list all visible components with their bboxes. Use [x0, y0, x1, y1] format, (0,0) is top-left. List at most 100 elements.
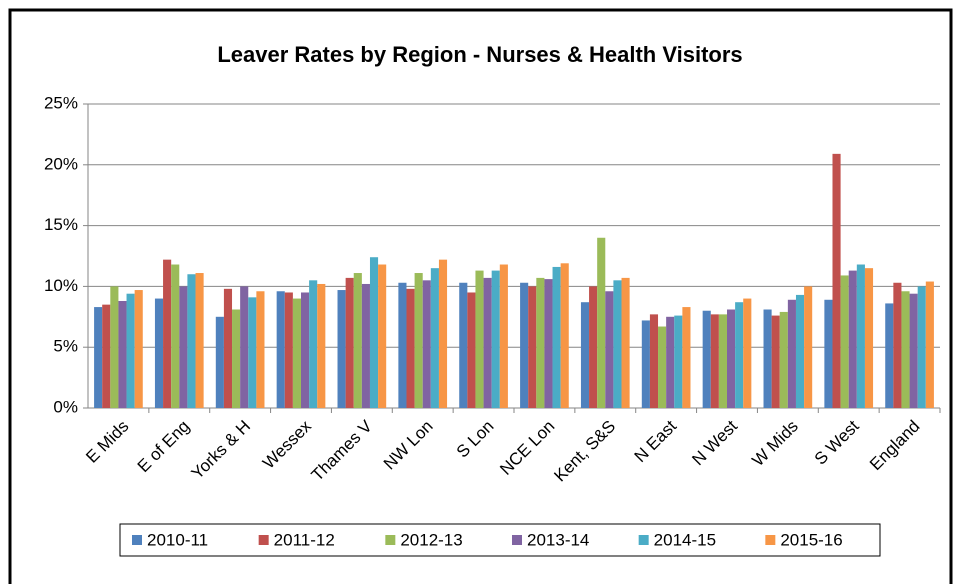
bar	[597, 237, 606, 408]
bar	[544, 279, 553, 408]
bar	[475, 270, 484, 408]
bar	[580, 302, 590, 408]
bar	[864, 268, 874, 408]
bar	[369, 257, 379, 408]
bar	[361, 283, 370, 408]
bar	[649, 314, 659, 408]
bar	[154, 298, 164, 408]
bar	[674, 315, 683, 408]
y-tick-label: 10%	[44, 276, 78, 295]
bar	[187, 274, 196, 408]
bar	[102, 304, 111, 408]
bar	[459, 282, 468, 408]
bar	[195, 273, 204, 408]
bar	[337, 290, 346, 408]
y-tick-label: 5%	[53, 337, 78, 356]
bar	[345, 277, 354, 408]
bar	[284, 292, 293, 408]
bar	[353, 273, 362, 408]
y-tick-label: 0%	[53, 397, 78, 416]
legend-label: 2013-14	[527, 530, 589, 549]
bar	[832, 153, 841, 408]
chart-title: Leaver Rates by Region - Nurses & Health…	[217, 42, 742, 67]
bar	[398, 282, 407, 408]
bar	[232, 309, 241, 408]
bar	[552, 266, 561, 408]
bar	[317, 283, 326, 408]
bar	[658, 326, 667, 408]
bar	[613, 280, 622, 408]
bar	[520, 282, 529, 408]
bar	[179, 286, 188, 408]
bar	[856, 264, 865, 408]
bar	[301, 292, 310, 408]
bar	[240, 286, 249, 408]
bar	[110, 286, 119, 408]
y-tick-label: 25%	[44, 93, 78, 112]
bar	[848, 270, 857, 408]
legend-swatch	[385, 535, 396, 545]
bar	[422, 280, 431, 408]
legend-label: 2014-15	[654, 530, 716, 549]
bar	[710, 314, 719, 408]
bar	[621, 277, 630, 408]
bar	[292, 298, 301, 408]
y-tick-label: 15%	[44, 215, 78, 234]
bar	[666, 316, 675, 408]
bar	[94, 307, 103, 408]
bar	[917, 286, 926, 408]
legend-box	[119, 523, 881, 557]
bar	[536, 277, 545, 408]
bar	[483, 277, 492, 408]
legend-swatch	[765, 535, 776, 545]
bar	[406, 288, 415, 408]
bar	[641, 320, 650, 408]
bar	[276, 291, 285, 408]
bar	[378, 264, 387, 408]
bar	[804, 286, 813, 408]
legend-swatch	[512, 535, 522, 545]
bar	[718, 314, 727, 408]
bar	[134, 290, 143, 408]
bar	[118, 300, 127, 408]
bar	[735, 302, 744, 408]
bar	[901, 291, 910, 408]
bar	[763, 309, 772, 408]
bar	[727, 309, 736, 408]
bar	[430, 268, 439, 408]
bar	[885, 303, 894, 408]
bar	[491, 270, 500, 408]
bar	[795, 294, 805, 408]
bar	[779, 311, 788, 408]
bar	[309, 280, 318, 408]
bar	[589, 286, 598, 408]
bar	[909, 293, 918, 408]
legend-label: 2012-13	[400, 530, 462, 549]
bar	[893, 282, 902, 408]
bar	[499, 264, 508, 408]
bar	[605, 291, 614, 408]
bar	[787, 299, 796, 408]
bar	[824, 299, 833, 408]
legend-label: 2011-12	[274, 530, 335, 549]
bar	[560, 263, 569, 408]
bar	[771, 315, 780, 408]
bar	[702, 310, 711, 408]
bar	[743, 298, 752, 408]
bar	[528, 286, 537, 408]
legend-swatch	[258, 535, 269, 545]
bar	[840, 275, 849, 408]
bar	[925, 281, 934, 408]
bar	[171, 264, 180, 408]
y-tick-label: 20%	[44, 154, 78, 173]
legend-swatch	[638, 535, 649, 545]
bar	[163, 259, 172, 408]
legend-label: 2010-11	[147, 530, 208, 549]
bar	[467, 292, 476, 408]
bar	[414, 273, 423, 408]
bar	[256, 291, 265, 408]
legend-label: 2015-16	[780, 530, 842, 549]
bar	[126, 293, 135, 408]
